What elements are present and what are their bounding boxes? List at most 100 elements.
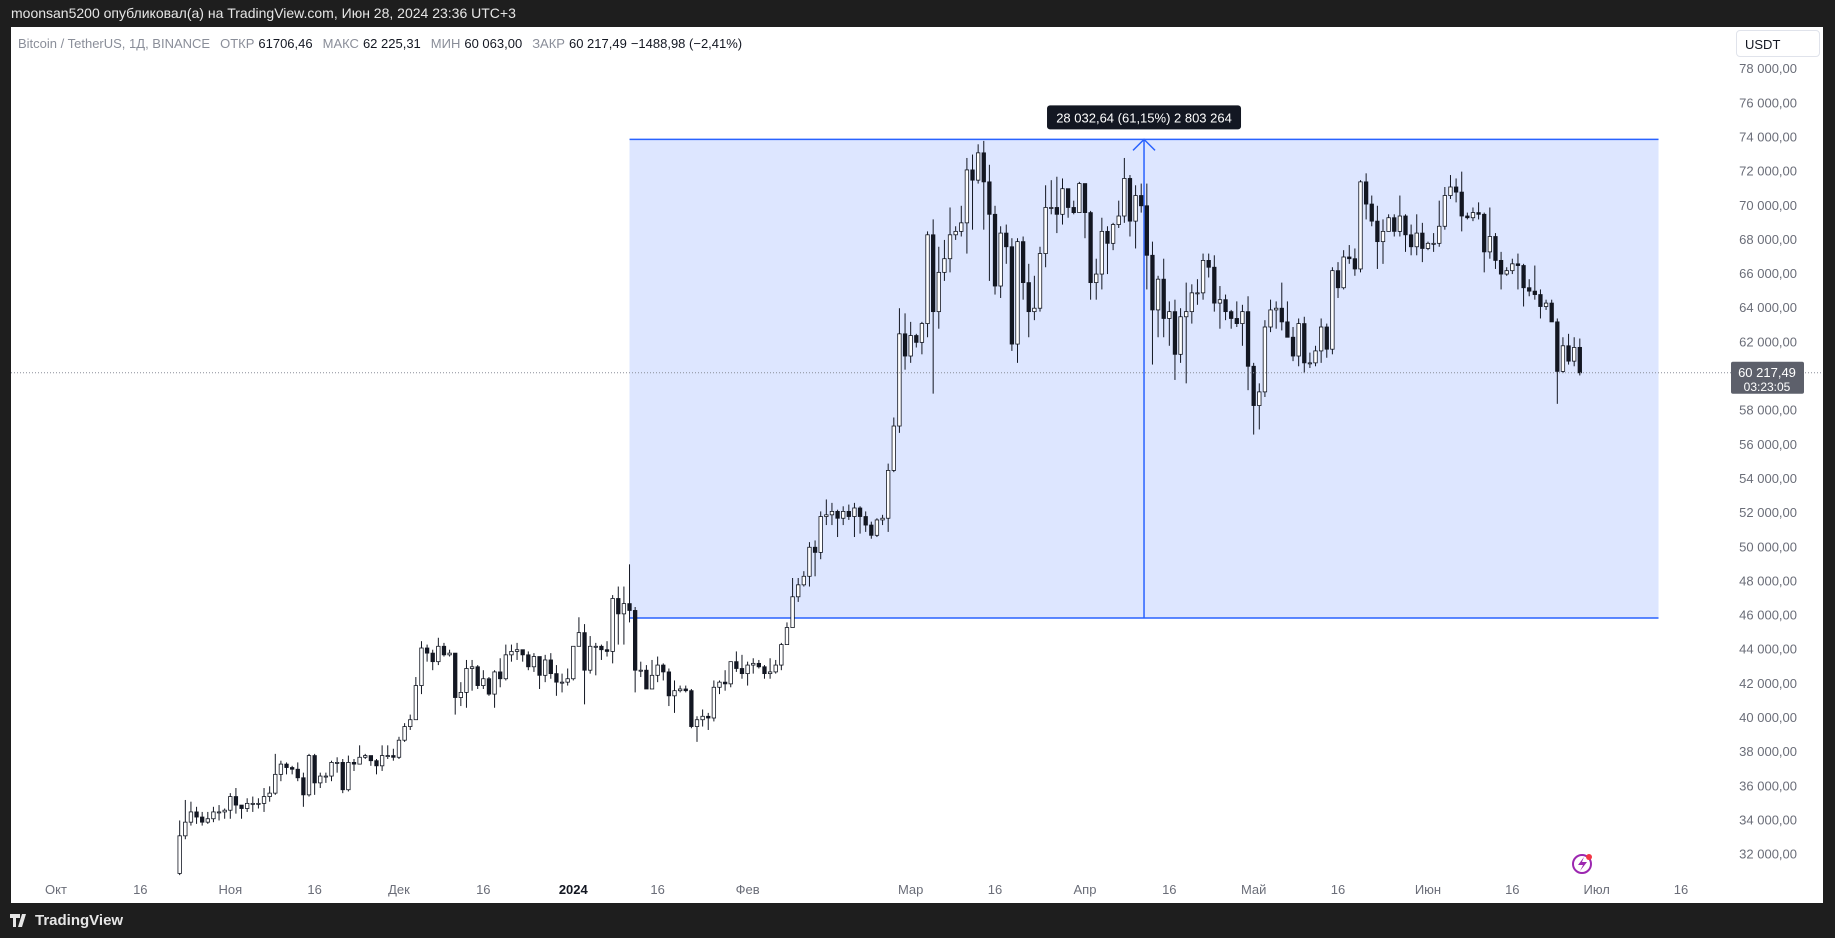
candle-body — [1167, 311, 1172, 319]
candle-body — [689, 690, 694, 727]
candle-body — [1330, 270, 1335, 350]
x-tick-label: 16 — [1505, 882, 1519, 897]
x-tick-label: 2024 — [559, 882, 589, 897]
candle-body — [1431, 242, 1436, 245]
candle-body — [531, 656, 537, 668]
candle-body — [267, 792, 272, 797]
candle-body — [368, 755, 374, 762]
candle-body — [1482, 213, 1487, 253]
candle-body — [1392, 217, 1397, 232]
candle-body — [1054, 207, 1060, 215]
candle-body — [880, 517, 885, 521]
candle-body — [1420, 232, 1425, 249]
candle-body — [604, 649, 610, 652]
candle-body — [1285, 321, 1290, 338]
candle-body — [1240, 311, 1245, 324]
symbol-legend: Bitcoin / TetherUS, 1Д, BINANCE ОТКР 61706… — [18, 36, 742, 51]
candle-body — [1026, 282, 1031, 313]
candle-body — [891, 425, 896, 471]
candle-body — [919, 323, 925, 343]
candle-body — [233, 796, 239, 806]
candle-body — [616, 598, 621, 615]
candle-body — [863, 516, 868, 526]
candle-body — [318, 775, 323, 784]
candle-body — [250, 802, 255, 805]
candle-body — [1043, 207, 1048, 254]
x-tick-label: 16 — [650, 882, 664, 897]
candle-body — [779, 644, 784, 666]
candle-body — [211, 811, 216, 820]
candle-body — [469, 666, 475, 669]
x-tick-label: 16 — [307, 882, 321, 897]
candle-body — [784, 627, 790, 645]
candle-body — [548, 659, 553, 675]
field-value: 61706,46 — [258, 36, 313, 51]
candle-body — [1510, 263, 1515, 272]
candle-body — [194, 811, 199, 818]
candle-body — [745, 664, 750, 675]
candle-body — [1060, 188, 1065, 215]
candle-body — [1380, 230, 1386, 243]
candle-body — [1442, 195, 1447, 227]
symbol-name: Bitcoin / TetherUS, 1Д, BINANCE — [18, 36, 211, 51]
candle-body — [588, 645, 593, 671]
candle-body — [739, 668, 745, 675]
candle-body — [661, 664, 666, 673]
candle-body — [1099, 230, 1104, 275]
y-tick-label: 42 000,00 — [1739, 676, 1797, 691]
candle-body — [284, 763, 289, 768]
candle-body — [694, 719, 700, 727]
candle-body — [323, 775, 329, 778]
candle-body — [1572, 347, 1577, 362]
candle-body — [413, 685, 418, 721]
candle-body — [925, 234, 930, 324]
candle-body — [1369, 203, 1374, 222]
candle-body — [492, 671, 497, 695]
candle-body — [666, 671, 672, 697]
candle-body — [424, 647, 430, 654]
candle-body — [1049, 207, 1054, 209]
candle-body — [295, 768, 300, 779]
x-tick-label: Апр — [1074, 882, 1097, 897]
candle-body — [841, 511, 846, 519]
candle-body — [537, 656, 542, 676]
candle-body — [1290, 336, 1296, 357]
candle-body — [1453, 186, 1459, 193]
candle-body — [1313, 350, 1318, 364]
candle-body — [396, 739, 402, 758]
candle-body — [1437, 225, 1442, 244]
candle-body — [1229, 311, 1234, 319]
candle-body — [1195, 292, 1200, 295]
candle-body — [441, 645, 447, 656]
candle-body — [1498, 260, 1504, 275]
y-tick-label: 78 000,00 — [1739, 61, 1797, 76]
y-tick-label: 56 000,00 — [1739, 437, 1797, 452]
y-tick-label: 70 000,00 — [1739, 198, 1797, 213]
brand-name: TradingView — [35, 912, 124, 929]
y-tick-label: 50 000,00 — [1739, 539, 1797, 554]
last-price-label: 60 217,49 — [1738, 365, 1796, 380]
candle-body — [728, 661, 733, 685]
candle-body — [970, 169, 975, 181]
candle-body — [1538, 294, 1543, 307]
candle-body — [385, 755, 390, 757]
candle-body — [700, 715, 705, 721]
candle-body — [796, 584, 801, 598]
candle-body — [571, 645, 576, 680]
candle-body — [1504, 270, 1509, 275]
candle-body — [829, 511, 835, 516]
candle-body — [554, 673, 559, 683]
bolt-icon[interactable] — [1572, 854, 1592, 874]
candle-body — [1206, 260, 1211, 268]
candle-body — [1251, 365, 1256, 406]
publish-info: moonsan5200 опубликовал(а) на TradingVie… — [11, 5, 516, 21]
y-tick-label: 54 000,00 — [1739, 471, 1797, 486]
candle-body — [1397, 215, 1403, 232]
brand-logo — [10, 914, 26, 927]
currency-button[interactable]: USDT — [1736, 30, 1820, 57]
candle-body — [914, 335, 919, 343]
candle-body — [1279, 307, 1284, 323]
candle-body — [245, 802, 250, 809]
candle-body — [346, 762, 351, 791]
